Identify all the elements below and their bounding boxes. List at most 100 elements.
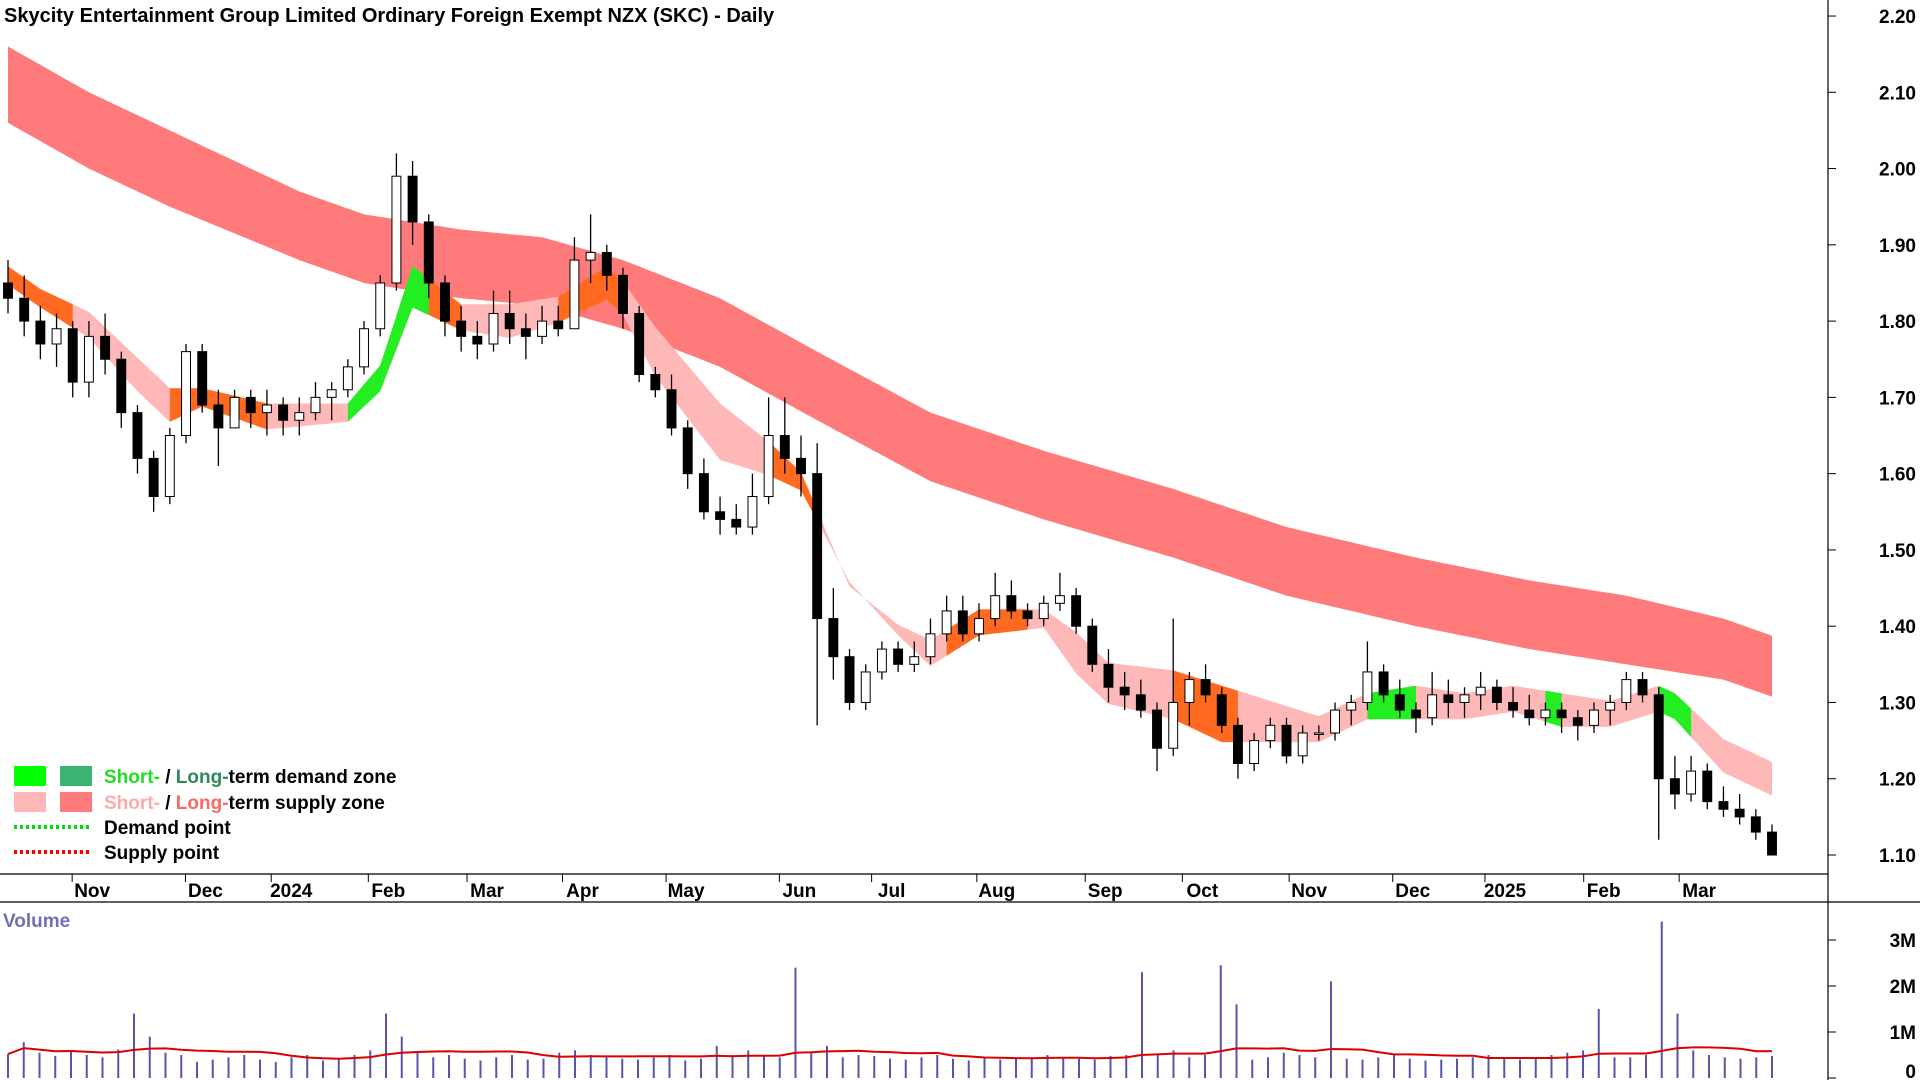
legend: Short- / Long-term demand zone Short- / …: [14, 766, 396, 864]
volume-layer: [7, 921, 1773, 1078]
candle-body: [1508, 701, 1519, 711]
candle-body: [375, 282, 386, 330]
legend-demand-point-label: Demand point: [104, 818, 231, 839]
date-tick-label: Feb: [371, 881, 405, 902]
date-tick-label: Nov: [74, 881, 110, 902]
candle-body: [1346, 701, 1357, 711]
date-tick-label: Mar: [470, 881, 504, 902]
candle-body: [1313, 732, 1324, 735]
candle-body: [1152, 709, 1162, 749]
candle-body: [844, 656, 855, 703]
candle-body: [3, 282, 13, 299]
short-term-demand-zone: [347, 266, 429, 422]
legend-short-demand-swatch: [14, 766, 46, 786]
candle-body: [569, 259, 580, 330]
candle-body: [1054, 595, 1065, 604]
legend-short-supply-swatch: [14, 792, 46, 812]
legend-supply-sep: /: [160, 793, 176, 814]
candle-body: [391, 175, 402, 284]
price-tick-label: 1.20: [1879, 770, 1916, 791]
candle-body: [537, 320, 548, 337]
volume-average-line: [7, 1046, 1773, 1060]
candle-body: [585, 251, 596, 261]
short-term-demand-zone: [1545, 690, 1562, 727]
candle-body: [504, 312, 515, 330]
volume-tick-label: 3M: [1890, 931, 1916, 952]
volume-tick-label: 2M: [1890, 977, 1916, 998]
candle-body: [1750, 816, 1761, 833]
candle-body: [1184, 679, 1195, 703]
candle-body: [359, 328, 369, 368]
candle-body: [796, 457, 806, 475]
candle-body: [1297, 732, 1308, 757]
candle-body: [618, 274, 628, 314]
candle-body: [1232, 724, 1243, 764]
candle-body: [1572, 717, 1583, 726]
legend-supply-point-label: Supply point: [104, 843, 220, 864]
candle-body: [1168, 701, 1179, 749]
date-tick-label: Apr: [566, 881, 599, 902]
candle-body: [342, 366, 353, 391]
candle-body: [1589, 709, 1599, 726]
candle-body: [1087, 625, 1098, 665]
price-tick-label: 1.70: [1879, 388, 1916, 409]
candle-body: [553, 320, 564, 330]
date-tick-label: Sep: [1088, 881, 1123, 902]
date-tick-label: Jul: [878, 881, 905, 902]
candle-body: [1265, 724, 1276, 742]
candle-body: [181, 351, 191, 437]
volume-tick-label: 0: [1905, 1062, 1916, 1080]
candle-body: [1022, 610, 1033, 620]
legend-demand-long-label: Long-: [176, 767, 229, 788]
date-tick-label: Mar: [1682, 881, 1716, 902]
candle-body: [974, 618, 984, 635]
candle-body: [1475, 686, 1486, 696]
short-term-supply-highlight: [768, 441, 818, 521]
candle-body: [1378, 671, 1389, 696]
price-tick-label: 2.20: [1879, 7, 1916, 28]
date-tick-label: 2024: [270, 881, 313, 902]
candle-body: [51, 328, 62, 345]
zone-layer: [8, 46, 1772, 796]
candle-body: [520, 328, 531, 337]
price-tick-label: 1.50: [1879, 541, 1916, 562]
candle-body: [650, 373, 661, 391]
price-tick-label: 1.40: [1879, 617, 1916, 638]
legend-long-demand-swatch: [60, 766, 92, 786]
candle-body: [423, 221, 434, 284]
price-tick-label: 1.80: [1879, 312, 1916, 333]
candle-body: [1637, 679, 1648, 696]
candle-body: [1411, 709, 1421, 719]
short-term-supply-zone: [8, 266, 1772, 796]
candle-body: [261, 404, 272, 414]
candle-body: [682, 427, 693, 475]
candle-body: [925, 633, 936, 658]
date-axis: Nov Dec 2024 Feb Mar Apr May Jun Jul Aug Sep Oct Nov…: [71, 874, 1717, 902]
candle-body: [763, 435, 774, 498]
candle-body: [326, 389, 337, 398]
volume-panel-label: Volume: [3, 911, 70, 932]
legend-demand-zone-text: Short- / Long-term demand zone: [104, 767, 396, 788]
price-tick-label: 1.10: [1879, 846, 1916, 867]
date-tick-label: Dec: [188, 881, 223, 902]
candle-body: [876, 648, 887, 673]
legend-demand-short-label: Short-: [104, 767, 160, 788]
candle-body: [1686, 770, 1697, 795]
legend-supply-zone-text: Short- / Long-term supply zone: [104, 793, 385, 814]
price-tick-label: 2.00: [1879, 160, 1916, 181]
price-tick-label: 2.10: [1879, 83, 1916, 104]
candle-body: [1621, 679, 1632, 703]
candle-body: [245, 396, 256, 414]
candle-body: [1119, 686, 1130, 696]
candle-body: [1071, 595, 1082, 627]
candle-body: [488, 312, 499, 345]
candle-body: [213, 404, 224, 429]
candle-body: [1443, 694, 1454, 703]
candle-body: [440, 282, 450, 322]
candle-body: [1006, 595, 1017, 612]
candle-body: [828, 618, 839, 658]
candle-body: [941, 610, 952, 635]
legend-supply-short-label: Short-: [104, 793, 160, 814]
price-tick-label: 1.60: [1879, 465, 1916, 486]
candle-body: [1734, 808, 1745, 818]
